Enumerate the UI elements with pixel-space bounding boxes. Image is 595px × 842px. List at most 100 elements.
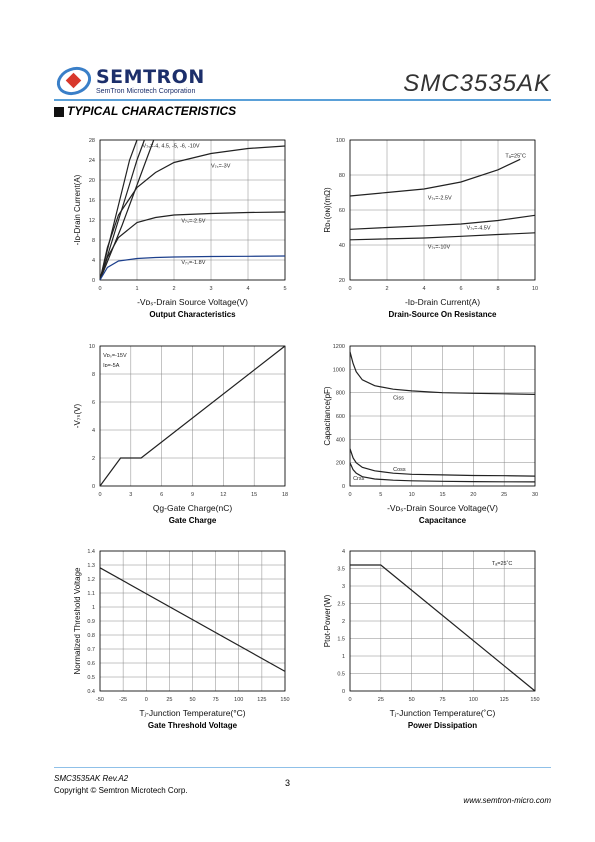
- x-tick-label: 75: [213, 697, 219, 703]
- series-line: [349, 232, 536, 241]
- footer-revision: SMC3535AK Rev.A2: [54, 774, 129, 783]
- y-tick-label: 80: [339, 173, 345, 179]
- y-tick-label: 0.5: [337, 672, 345, 678]
- y-tick-label: 20: [89, 178, 95, 184]
- x-tick-label: 15: [251, 492, 257, 498]
- y-tick-label: 8: [92, 238, 95, 244]
- y-tick-label: 1.5: [337, 637, 345, 643]
- y-axis-label: -V₇ₛ(V): [73, 403, 82, 428]
- x-tick-label: 0: [348, 286, 351, 292]
- chart-caption: Power Dissipation: [408, 721, 477, 730]
- y-tick-label: 1.3: [87, 563, 95, 569]
- plot-frame: [349, 345, 536, 487]
- y-tick-label: 100: [336, 138, 345, 144]
- y-axis-label: Normalized Threshold Voltage: [73, 567, 82, 675]
- plot-frame: [349, 550, 536, 692]
- x-tick-label: 8: [496, 286, 499, 292]
- annotation: Coss: [393, 467, 406, 473]
- y-tick-label: 4: [342, 549, 345, 555]
- x-axis-label: Tⱼ-Junction Temperature(°C): [139, 708, 245, 718]
- x-tick-label: 2: [172, 286, 175, 292]
- y-tick-label: 4: [92, 258, 95, 264]
- x-tick-label: 2: [385, 286, 388, 292]
- semtron-logo: [56, 66, 92, 96]
- y-tick-label: 0: [92, 278, 95, 284]
- plot-frame: [99, 550, 286, 692]
- y-tick-label: 24: [89, 158, 95, 164]
- y-tick-label: 0: [342, 484, 345, 490]
- annotation: Ciss: [393, 396, 404, 402]
- x-tick-label: 12: [220, 492, 226, 498]
- y-tick-label: 60: [339, 208, 345, 214]
- y-axis-label: Ptot-Power(W): [323, 594, 332, 647]
- y-tick-label: 1000: [333, 367, 345, 373]
- chart-caption: Gate Charge: [169, 516, 217, 525]
- x-tick-label: 6: [160, 492, 163, 498]
- x-tick-label: 30: [532, 492, 538, 498]
- annotation: V₇ₛ=-1.8V: [181, 260, 205, 266]
- y-tick-label: 28: [89, 138, 95, 144]
- y-tick-label: 400: [336, 437, 345, 443]
- y-tick-label: 800: [336, 391, 345, 397]
- x-tick-label: 100: [469, 697, 478, 703]
- y-tick-label: 1: [342, 654, 345, 660]
- y-tick-label: 10: [89, 344, 95, 350]
- x-tick-label: 75: [439, 697, 445, 703]
- annotation: Tₐ=25˚C: [492, 560, 513, 567]
- x-axis-label: -Vᴅₛ-Drain Source Voltage(V): [387, 503, 498, 513]
- brand-name: SEMTRON: [96, 66, 205, 88]
- y-tick-label: 0: [342, 689, 345, 695]
- x-tick-label: 15: [439, 492, 445, 498]
- footer-copyright: Copyright © Semtron Microtech Corp.: [54, 786, 188, 795]
- chart-caption: Output Characteristics: [149, 310, 236, 319]
- x-tick-label: 25: [378, 697, 384, 703]
- y-tick-label: 16: [89, 198, 95, 204]
- x-tick-label: 50: [189, 697, 195, 703]
- series-line: [99, 567, 286, 672]
- y-tick-label: 2.5: [337, 602, 345, 608]
- x-tick-label: -25: [119, 697, 127, 703]
- series-line: [349, 158, 521, 197]
- x-tick-label: 0: [348, 492, 351, 498]
- x-tick-label: 0: [348, 697, 351, 703]
- y-tick-label: 0.8: [87, 633, 95, 639]
- x-tick-label: 1: [135, 286, 138, 292]
- y-tick-label: 6: [92, 400, 95, 406]
- chart-on-resistance: 0 2 4 6 8 10 20 40 60 80 100 Tₐ=25˚C V₇ₛ=-2.5V V₇ₛ=-4…: [323, 138, 538, 319]
- chart-gate-threshold: -50 -25 0 25 50 75 100 125 150 0.4 0.5 0.6 0.7 0.8 0.9…: [73, 549, 290, 730]
- annotation: V₇ₛ=-2.5V: [428, 196, 452, 202]
- x-tick-label: -50: [96, 697, 104, 703]
- x-tick-label: 150: [280, 697, 289, 703]
- page-number: 3: [285, 778, 291, 788]
- series-line: [99, 139, 145, 281]
- x-tick-label: 4: [246, 286, 249, 292]
- section-bullet: [54, 107, 64, 117]
- y-axis-label: -Iᴅ-Drain Current(A): [73, 174, 82, 245]
- x-axis-label: -Vᴅₛ-Drain Source Voltage(V): [137, 297, 248, 307]
- series-line: [349, 462, 536, 483]
- x-axis-label: Tⱼ-Junction Temperature(˚C): [390, 708, 496, 718]
- series-line: [349, 214, 536, 230]
- x-tick-label: 10: [409, 492, 415, 498]
- annotation: V₇ₛ=-3V: [211, 164, 231, 170]
- x-tick-label: 18: [282, 492, 288, 498]
- y-tick-label: 4: [92, 428, 95, 434]
- y-tick-label: 12: [89, 218, 95, 224]
- chart-caption: Drain-Source On Resistance: [388, 310, 497, 319]
- x-tick-label: 150: [530, 697, 539, 703]
- y-tick-label: 0.7: [87, 647, 95, 653]
- x-tick-label: 3: [129, 492, 132, 498]
- series-line: [350, 564, 536, 692]
- x-axis-label: Qg-Gate Charge(nC): [153, 503, 233, 513]
- chart-capacitance: 0 5 10 15 20 25 30 0 200 400 600 800 1000 1200 Ciss Cos…: [323, 344, 538, 525]
- y-tick-label: 2: [342, 619, 345, 625]
- chart-power-dissipation: 0 25 50 75 100 125 150 0 0.5 1 1.5 2 2.5 3 3.5 4 Tₐ=25˚C…: [323, 549, 540, 730]
- x-tick-label: 0: [145, 697, 148, 703]
- x-tick-label: 100: [234, 697, 243, 703]
- annotation: V₇ₛ=-4, 4.5, -5, -6, -10V: [143, 144, 200, 150]
- series-line: [99, 255, 286, 281]
- x-axis-label: -Iᴅ-Drain Current(A): [405, 297, 480, 307]
- y-tick-label: 600: [336, 414, 345, 420]
- y-tick-label: 0: [92, 484, 95, 490]
- y-tick-label: 40: [339, 243, 345, 249]
